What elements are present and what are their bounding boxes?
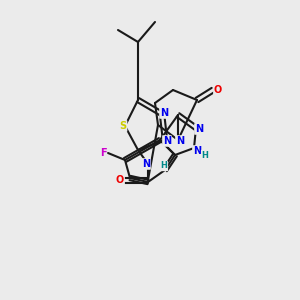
Text: N: N (193, 146, 201, 156)
Text: H: H (160, 161, 167, 170)
Text: N: N (160, 108, 168, 118)
Text: N: N (142, 159, 150, 169)
Text: O: O (116, 175, 124, 185)
Text: O: O (214, 85, 222, 95)
Text: H: H (202, 151, 208, 160)
Text: N: N (195, 124, 203, 134)
Text: N: N (163, 136, 171, 146)
Text: F: F (100, 148, 106, 158)
Text: N: N (176, 136, 184, 146)
Text: S: S (119, 121, 127, 131)
